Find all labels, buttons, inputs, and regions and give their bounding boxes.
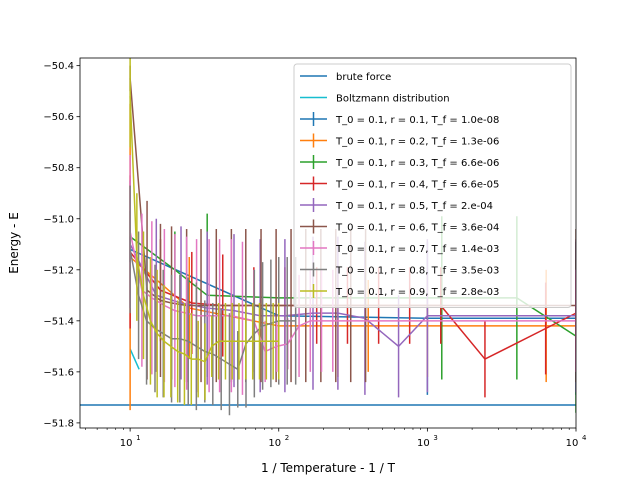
y-tick-label: −51.4 <box>43 316 74 327</box>
legend-item: T_0 = 0.1, r = 0.9, T_f = 2.8e-03 <box>300 284 499 298</box>
legend-label: T_0 = 0.1, r = 0.8, T_f = 3.5e-03 <box>335 266 499 277</box>
y-tick-label: −51.2 <box>43 265 74 276</box>
y-tick-label: −50.4 <box>43 61 74 72</box>
x-tick-label-exponent: 1 <box>136 434 140 442</box>
y-tick-label: −50.6 <box>43 112 74 123</box>
legend-label: T_0 = 0.1, r = 0.9, T_f = 2.8e-03 <box>335 287 499 298</box>
legend-item: T_0 = 0.1, r = 0.3, T_f = 6.6e-06 <box>300 155 499 169</box>
y-axis-label: Energy - E <box>7 212 21 274</box>
y-tick-label: −51.0 <box>43 214 74 225</box>
legend-label: T_0 = 0.1, r = 0.4, T_f = 6.6e-05 <box>335 180 499 191</box>
y-axis: −51.8 −51.6 −51.4 −51.2 −51.0 −50.8 −50.6 −50.4 <box>43 61 80 429</box>
legend-item: T_0 = 0.1, r = 0.7, T_f = 1.4e-03 <box>300 241 499 255</box>
x-axis: 10 1 10 2 10 3 10 4 <box>85 428 587 449</box>
legend-label: T_0 = 0.1, r = 0.1, T_f = 1.0e-08 <box>335 115 499 126</box>
series-8 <box>129 58 280 406</box>
legend-label: Boltzmann distribution <box>336 94 450 105</box>
x-tick-label: 10 <box>120 438 133 449</box>
legend-item: T_0 = 0.1, r = 0.5, T_f = 2.e-04 <box>300 198 493 212</box>
legend-label: T_0 = 0.1, r = 0.6, T_f = 3.6e-04 <box>335 223 499 234</box>
legend-item: T_0 = 0.1, r = 0.6, T_f = 3.6e-04 <box>300 219 499 234</box>
legend-item: T_0 = 0.1, r = 0.8, T_f = 3.5e-03 <box>300 262 499 277</box>
legend-label: T_0 = 0.1, r = 0.2, T_f = 1.3e-06 <box>335 137 499 148</box>
x-tick-label: 10 <box>566 438 579 449</box>
axes-frame <box>79 57 577 429</box>
legend-label: T_0 = 0.1, r = 0.7, T_f = 1.4e-03 <box>335 244 499 255</box>
x-tick-label-exponent: 2 <box>285 434 289 442</box>
reference-lines <box>80 348 576 406</box>
legend-item: T_0 = 0.1, r = 0.2, T_f = 1.3e-06 <box>300 133 499 148</box>
legend-label: T_0 = 0.1, r = 0.5, T_f = 2.e-04 <box>335 201 493 212</box>
legend-item: T_0 = 0.1, r = 0.1, T_f = 1.0e-08 <box>300 112 499 126</box>
x-tick-label-exponent: 3 <box>433 434 437 442</box>
x-tick-label: 10 <box>268 438 281 449</box>
reference-line-1 <box>129 348 140 370</box>
x-tick-label: 10 <box>417 438 430 449</box>
y-tick-label: −51.6 <box>43 367 74 378</box>
series-line <box>129 243 576 348</box>
y-tick-label: −51.8 <box>43 418 74 429</box>
series-line <box>129 96 279 363</box>
series-line <box>129 231 576 353</box>
legend-label: brute force <box>336 72 391 83</box>
x-axis-label: 1 / Temperature - 1 / T <box>261 461 396 475</box>
x-tick-label-exponent: 4 <box>582 434 587 442</box>
legend: brute force Boltzmann distribution T_0 = 0… <box>293 63 572 308</box>
series-layer <box>129 58 576 416</box>
legend-label: T_0 = 0.1, r = 0.3, T_f = 6.6e-06 <box>335 158 499 169</box>
legend-item: Boltzmann distribution <box>300 94 450 105</box>
series-line <box>129 248 576 320</box>
legend-box <box>293 63 572 308</box>
legend-item: brute force <box>300 72 391 83</box>
legend-item: T_0 = 0.1, r = 0.4, T_f = 6.6e-05 <box>300 176 499 191</box>
y-tick-label: −50.8 <box>43 163 74 174</box>
